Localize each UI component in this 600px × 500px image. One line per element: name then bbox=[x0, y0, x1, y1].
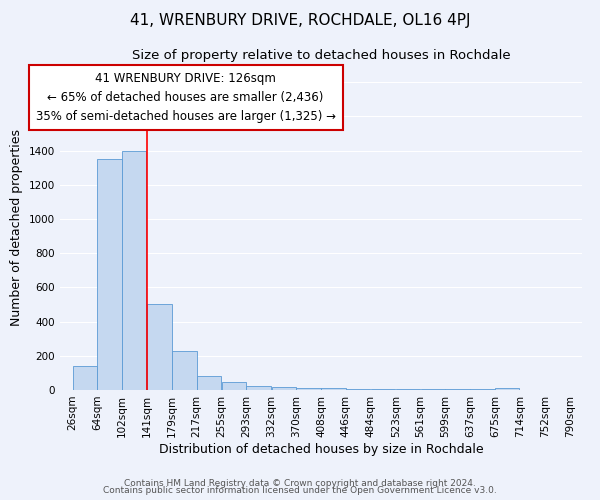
Text: Contains HM Land Registry data © Crown copyright and database right 2024.: Contains HM Land Registry data © Crown c… bbox=[124, 478, 476, 488]
Bar bbox=[73, 366, 97, 390]
Bar bbox=[172, 350, 197, 390]
Text: Contains public sector information licensed under the Open Government Licence v3: Contains public sector information licen… bbox=[103, 486, 497, 495]
Title: Size of property relative to detached houses in Rochdale: Size of property relative to detached ho… bbox=[131, 50, 511, 62]
Y-axis label: Number of detached properties: Number of detached properties bbox=[10, 129, 23, 326]
Bar bbox=[247, 386, 271, 390]
Bar bbox=[495, 388, 520, 390]
Bar bbox=[421, 389, 445, 390]
Text: 41 WRENBURY DRIVE: 126sqm
← 65% of detached houses are smaller (2,436)
35% of se: 41 WRENBURY DRIVE: 126sqm ← 65% of detac… bbox=[35, 72, 335, 123]
Text: 41, WRENBURY DRIVE, ROCHDALE, OL16 4PJ: 41, WRENBURY DRIVE, ROCHDALE, OL16 4PJ bbox=[130, 12, 470, 28]
Bar bbox=[148, 304, 172, 390]
Bar bbox=[221, 382, 246, 390]
Bar bbox=[396, 389, 421, 390]
Bar bbox=[97, 159, 122, 390]
Bar bbox=[197, 376, 221, 390]
Bar bbox=[296, 388, 321, 390]
Bar bbox=[470, 389, 494, 390]
Bar bbox=[321, 388, 346, 390]
X-axis label: Distribution of detached houses by size in Rochdale: Distribution of detached houses by size … bbox=[158, 442, 484, 456]
Bar bbox=[371, 389, 395, 390]
Bar bbox=[122, 150, 146, 390]
Bar bbox=[272, 388, 296, 390]
Bar bbox=[445, 389, 470, 390]
Bar bbox=[346, 389, 370, 390]
